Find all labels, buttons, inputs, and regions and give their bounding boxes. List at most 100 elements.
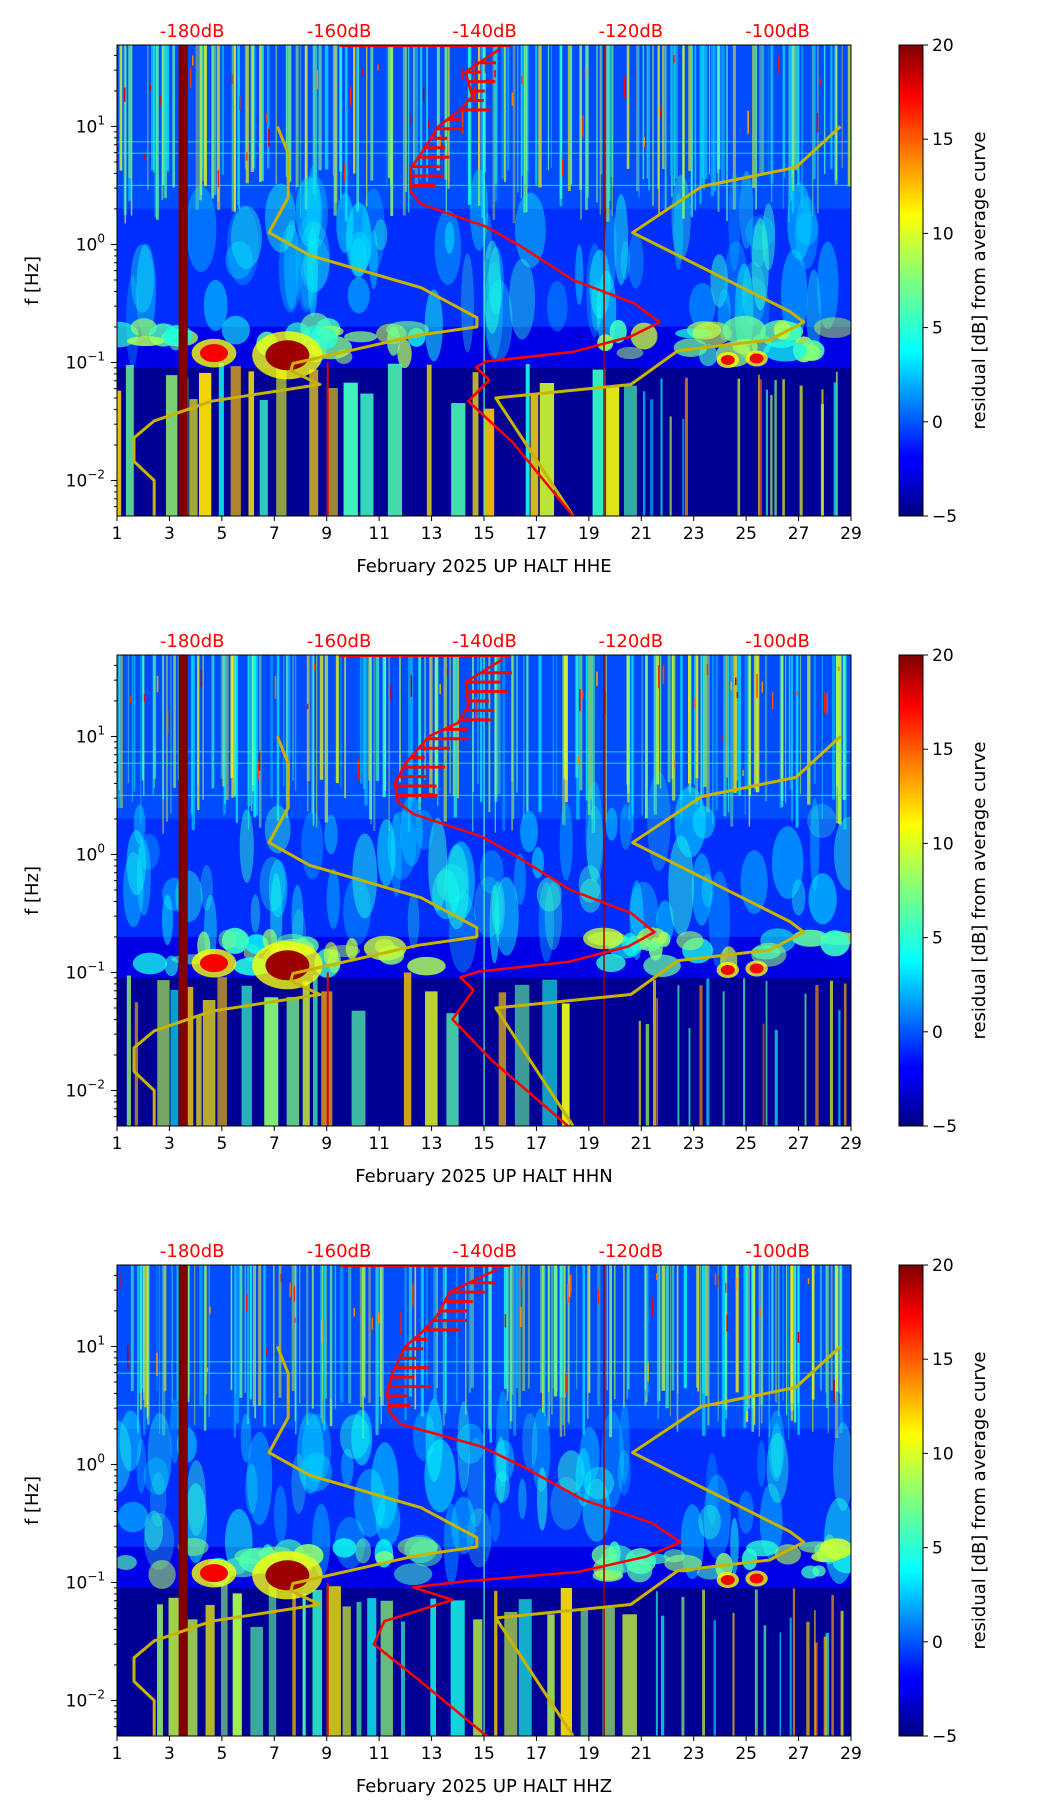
heatmap-stripe (665, 1265, 669, 1409)
heatmap-lowfreq-stripe (789, 1617, 792, 1736)
heatmap-speck (584, 68, 587, 80)
heatmap-blob (374, 939, 395, 954)
heatmap-stripe (455, 1265, 458, 1403)
heatmap-stripe (163, 45, 167, 199)
heatmap-stripe (688, 45, 692, 172)
heatmap-stripe (526, 45, 529, 188)
x-tick-label: 13 (421, 1134, 443, 1154)
heatmap-stripe (541, 1265, 546, 1413)
heatmap-speck (570, 1274, 572, 1293)
x-tick-label: 11 (368, 1744, 390, 1764)
heatmap-stripe (501, 45, 505, 180)
heatmap-stripe (492, 45, 496, 220)
heatmap-speck (444, 1320, 447, 1328)
heatmap-stripe (344, 45, 348, 222)
heatmap-lowfreq-stripe (472, 372, 479, 516)
heatmap-plume (259, 856, 286, 912)
heatmap-lowfreq-stripe (268, 1584, 277, 1736)
heatmap-stripe (564, 655, 568, 803)
heatmap-plume (375, 1496, 401, 1546)
heatmap-lowfreq-stripe (380, 1600, 393, 1736)
heatmap-stripe (796, 45, 799, 171)
heatmap-plume (768, 1410, 785, 1482)
heatmap-stripe (830, 45, 833, 170)
heatmap-lowfreq-stripe (737, 378, 741, 516)
heatmap-stripe (211, 45, 213, 197)
heatmap-plume (484, 262, 503, 360)
heatmap-lowfreq-stripe (189, 399, 198, 516)
colorbar-tick-label: 5 (932, 929, 943, 949)
heatmap-stripe (334, 1265, 337, 1410)
heatmap-lowfreq-stripe (430, 1598, 437, 1736)
heatmap-stripe (220, 655, 223, 779)
heatmap-speck (217, 170, 220, 188)
heatmap-stripe (316, 45, 318, 178)
heatmap-stripe (667, 655, 671, 783)
heatmap-lowfreq-stripe (518, 1599, 532, 1736)
heatmap-stripe (588, 1265, 591, 1393)
heatmap-stripe (409, 655, 413, 803)
heatmap-stripe (638, 45, 640, 198)
heatmap-stripe (211, 655, 215, 789)
heatmap-stripe (826, 1265, 829, 1409)
x-tick-label: 19 (578, 524, 600, 544)
heatmap-plume (370, 1442, 399, 1529)
colorbar-label: residual [dB] from average curve (969, 1351, 990, 1649)
heatmap-stripe (736, 655, 739, 781)
heatmap-stripe (172, 45, 175, 188)
heatmap-stripe (497, 655, 501, 794)
heatmap-lowfreq-stripe (218, 362, 224, 516)
heatmap-lowfreq-stripe (782, 379, 785, 516)
heatmap-stripe (657, 1265, 660, 1419)
heatmap-stripe (608, 45, 611, 201)
heatmap-stripe (204, 45, 207, 187)
heatmap-blob (630, 322, 658, 350)
heatmap-stripe (488, 1265, 492, 1427)
heatmap-plume (739, 171, 754, 250)
heatmap-plume (575, 1448, 592, 1507)
heatmap-stripe (523, 655, 525, 820)
heatmap-stripe (706, 655, 710, 813)
heatmap-stripe (703, 45, 705, 189)
heatmap-stripe (704, 45, 708, 179)
y-tick-base: 10 (76, 235, 98, 255)
heatmap-plume (833, 1422, 851, 1511)
heatmap-stripe (562, 1265, 565, 1426)
heatmap-stripe (217, 45, 221, 210)
heatmap-stripe (442, 1265, 445, 1426)
heatmap-stripe (567, 45, 571, 191)
heatmap-stripe (779, 655, 782, 809)
x-tick-label: 29 (840, 524, 862, 544)
heatmap-stripe (526, 655, 529, 812)
heatmap-lowfreq-stripe (642, 391, 646, 516)
heatmap-plume (689, 283, 716, 329)
heatmap-stripe (538, 45, 542, 188)
heatmap-stripe (582, 1265, 586, 1436)
heatmap-stripe (353, 45, 356, 174)
y-tick-exponent: −2 (87, 467, 105, 481)
heatmap-stripe (642, 45, 645, 180)
heatmap-stripe (507, 1265, 509, 1392)
heatmap-hotspot (749, 353, 764, 364)
heatmap-speck (123, 87, 126, 102)
heatmap-stripe (370, 45, 374, 181)
heatmap-stripe (827, 1265, 830, 1434)
heatmap-lowfreq-stripe (387, 363, 403, 516)
top-db-label: -120dB (598, 1241, 663, 1262)
heatmap-speck (156, 1352, 158, 1377)
y-tick-label: 10−1 (66, 1569, 105, 1593)
heatmap-stripe (231, 45, 233, 212)
y-tick-exponent: 1 (97, 113, 105, 127)
heatmap-stripe (152, 655, 155, 795)
heatmap-plume (457, 1401, 470, 1493)
heatmap-speck (797, 1331, 800, 1343)
heatmap-stripe (194, 1265, 196, 1426)
heatmap-stripe (230, 1265, 233, 1391)
heatmap-plume (246, 1431, 273, 1526)
heatmap-speck (735, 677, 737, 686)
heatmap-stripe (202, 655, 204, 800)
heatmap-plume (522, 1413, 538, 1470)
heatmap-stripe (133, 655, 136, 792)
heatmap-stripe (363, 1265, 366, 1399)
